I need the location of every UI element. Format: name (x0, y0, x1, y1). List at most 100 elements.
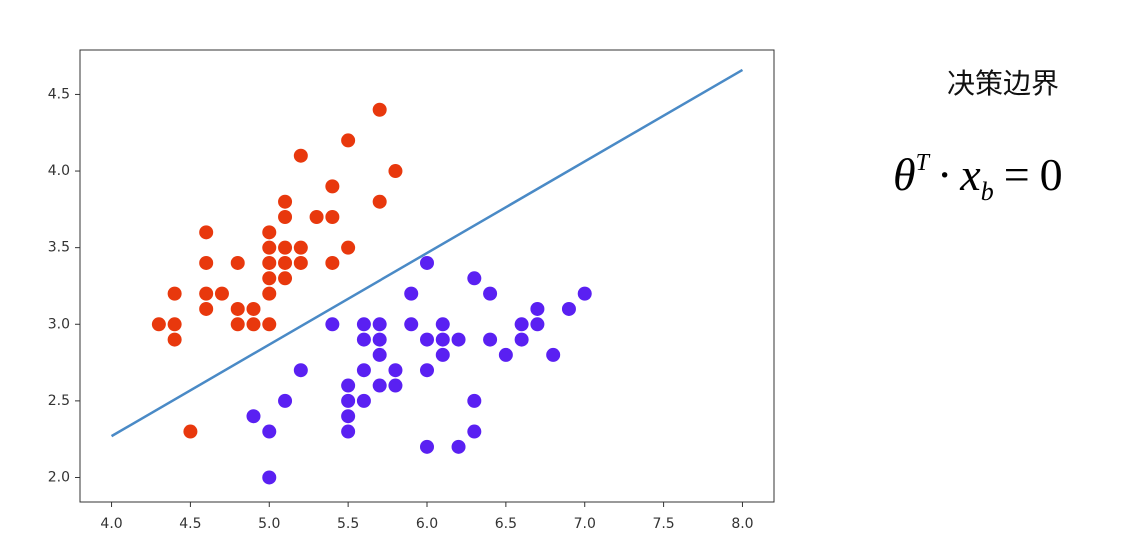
point (262, 286, 277, 301)
point (278, 194, 293, 209)
y-tick-label: 3.5 (48, 240, 70, 256)
point (167, 317, 182, 332)
point (451, 439, 466, 454)
point (167, 332, 182, 347)
formula-sub: b (981, 177, 994, 206)
y-tick-label: 2.5 (48, 393, 70, 409)
x-tick-label: 5.5 (337, 516, 359, 532)
point (435, 347, 450, 362)
formula-zero: 0 (1040, 149, 1063, 200)
point (246, 301, 261, 316)
y-tick-label: 4.5 (48, 86, 70, 102)
point (278, 271, 293, 286)
point (341, 133, 356, 148)
point (372, 332, 387, 347)
x-tick-label: 7.0 (574, 516, 596, 532)
formula-eq: = (1004, 149, 1030, 200)
point (293, 240, 308, 255)
point (151, 317, 166, 332)
point (325, 179, 340, 194)
x-tick-label: 6.0 (416, 516, 438, 532)
point (372, 317, 387, 332)
point (404, 317, 419, 332)
x-tick-label: 8.0 (731, 516, 753, 532)
point (372, 347, 387, 362)
point (483, 332, 498, 347)
point (230, 255, 245, 270)
point (262, 424, 277, 439)
point (199, 301, 214, 316)
point (183, 424, 198, 439)
point (325, 317, 340, 332)
point (293, 255, 308, 270)
point (278, 255, 293, 270)
point (199, 286, 214, 301)
point (341, 409, 356, 424)
point (262, 470, 277, 485)
point (388, 363, 403, 378)
point (514, 317, 529, 332)
annotation: 决策边界 (947, 67, 1059, 100)
x-tick-label: 4.0 (100, 516, 122, 532)
point (388, 164, 403, 179)
formula-dot: · (937, 149, 952, 200)
point (262, 317, 277, 332)
point (341, 240, 356, 255)
point (435, 332, 450, 347)
point (199, 255, 214, 270)
point (325, 255, 340, 270)
point (356, 332, 371, 347)
y-tick-label: 2.0 (48, 469, 70, 485)
point (356, 393, 371, 408)
formula-x: x (959, 149, 981, 200)
y-tick-label: 4.0 (48, 163, 70, 179)
point (467, 424, 482, 439)
point (246, 317, 261, 332)
point (420, 363, 434, 378)
point (420, 332, 434, 347)
point (372, 102, 387, 117)
point (262, 271, 277, 286)
point (530, 317, 545, 332)
point (167, 286, 182, 301)
point (356, 317, 371, 332)
y-tick-label: 3.0 (48, 316, 70, 332)
point (309, 210, 324, 225)
point (420, 255, 434, 270)
point (577, 286, 592, 301)
point (246, 409, 261, 424)
x-tick-label: 4.5 (179, 516, 201, 532)
point (341, 393, 356, 408)
point (546, 347, 561, 362)
point (262, 240, 277, 255)
point (356, 363, 371, 378)
point (278, 240, 293, 255)
point (214, 286, 229, 301)
point (420, 439, 434, 454)
point (199, 225, 214, 240)
point (230, 317, 245, 332)
point (451, 332, 466, 347)
point (404, 286, 419, 301)
point (293, 148, 308, 163)
point (514, 332, 529, 347)
point (388, 378, 403, 393)
point (341, 378, 356, 393)
formula-sup: T (916, 150, 931, 176)
point (293, 363, 308, 378)
point (467, 271, 482, 286)
x-tick-label: 7.5 (652, 516, 674, 532)
point (262, 255, 277, 270)
point (341, 424, 356, 439)
point (262, 225, 277, 240)
formula: θT · xb = 0 (893, 149, 1063, 206)
point (278, 210, 293, 225)
x-tick-label: 6.5 (495, 516, 517, 532)
point (530, 301, 545, 316)
point (498, 347, 513, 362)
point (372, 378, 387, 393)
point (230, 301, 245, 316)
point (561, 301, 576, 316)
